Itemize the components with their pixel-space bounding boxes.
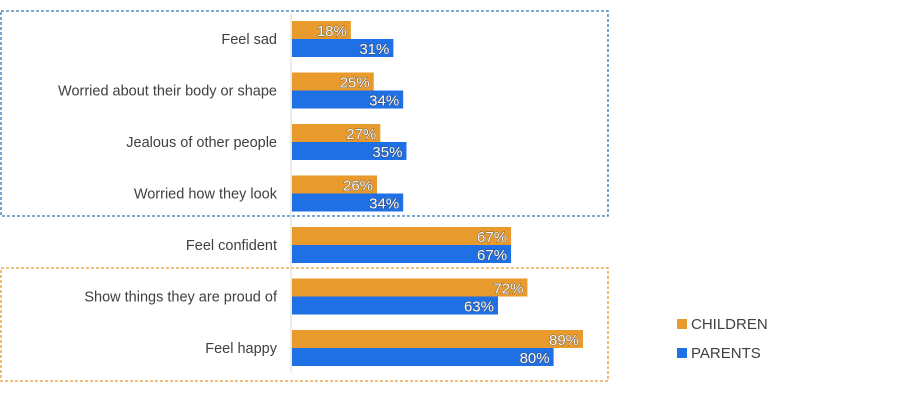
bar-children-worried-about-their-body-or-shape (292, 72, 374, 91)
bar-children-feel-sad (292, 21, 351, 39)
data-label-parents-feel-confident: 67% (477, 247, 507, 264)
legend-swatch-children (677, 319, 687, 329)
category-label-feel-confident: Feel confident (186, 238, 277, 254)
bar-children-worried-how-they-look (292, 175, 378, 194)
category-label-worried-how-they-look: Worried how they look (134, 187, 278, 203)
category-label-feel-happy: Feel happy (205, 341, 277, 357)
data-label-children-feel-confident: 67% (477, 229, 507, 246)
legend-label-children: CHILDREN (691, 316, 768, 333)
bar-parents-worried-how-they-look (292, 193, 404, 212)
category-label-feel-sad: Feel sad (221, 32, 277, 48)
data-label-children-feel-happy: 89% (549, 332, 579, 349)
legend: CHILDREN PARENTS (677, 316, 768, 362)
bar-children-show-things-they-are-proud-of (292, 278, 528, 297)
data-label-parents-feel-happy: 80% (520, 350, 550, 367)
bar-parents-worried-about-their-body-or-shape (292, 90, 404, 109)
data-label-parents-feel-sad: 31% (359, 41, 389, 58)
bar-children-jealous-of-other-people (292, 124, 381, 142)
highlight-box-1 (0, 10, 609, 217)
bar-parents-jealous-of-other-people (292, 142, 407, 160)
data-label-children-worried-how-they-look: 26% (343, 178, 373, 195)
data-label-parents-worried-how-they-look: 34% (369, 196, 399, 213)
category-label-jealous-of-other-people: Jealous of other people (126, 135, 277, 151)
data-label-parents-jealous-of-other-people: 35% (372, 144, 402, 161)
bar-parents-feel-happy (292, 348, 554, 366)
data-label-children-jealous-of-other-people: 27% (346, 126, 376, 143)
legend-swatch-parents (677, 348, 687, 358)
bar-parents-feel-confident (292, 245, 512, 263)
data-label-children-feel-sad: 18% (317, 23, 347, 40)
data-label-children-show-things-they-are-proud-of: 72% (493, 281, 523, 298)
bar-children-feel-happy (292, 330, 584, 348)
bar-parents-feel-sad (292, 39, 394, 57)
bars: 18%31%25%34%27%35%26%34%67%67%72%63%89%8… (292, 21, 584, 367)
data-label-parents-show-things-they-are-proud-of: 63% (464, 299, 494, 316)
category-labels: Feel sad Worried about their body or shap… (58, 32, 278, 357)
data-label-children-worried-about-their-body-or-shape: 25% (340, 75, 370, 92)
highlight-boxes (0, 10, 609, 382)
bar-children-feel-confident (292, 227, 512, 245)
category-label-worried-about-their-body-or-shape: Worried about their body or shape (58, 84, 277, 100)
legend-label-parents: PARENTS (691, 345, 761, 362)
category-label-show-things-they-are-proud-of: Show things they are proud of (84, 290, 278, 306)
data-label-parents-worried-about-their-body-or-shape: 34% (369, 93, 399, 110)
bar-parents-show-things-they-are-proud-of (292, 296, 499, 315)
